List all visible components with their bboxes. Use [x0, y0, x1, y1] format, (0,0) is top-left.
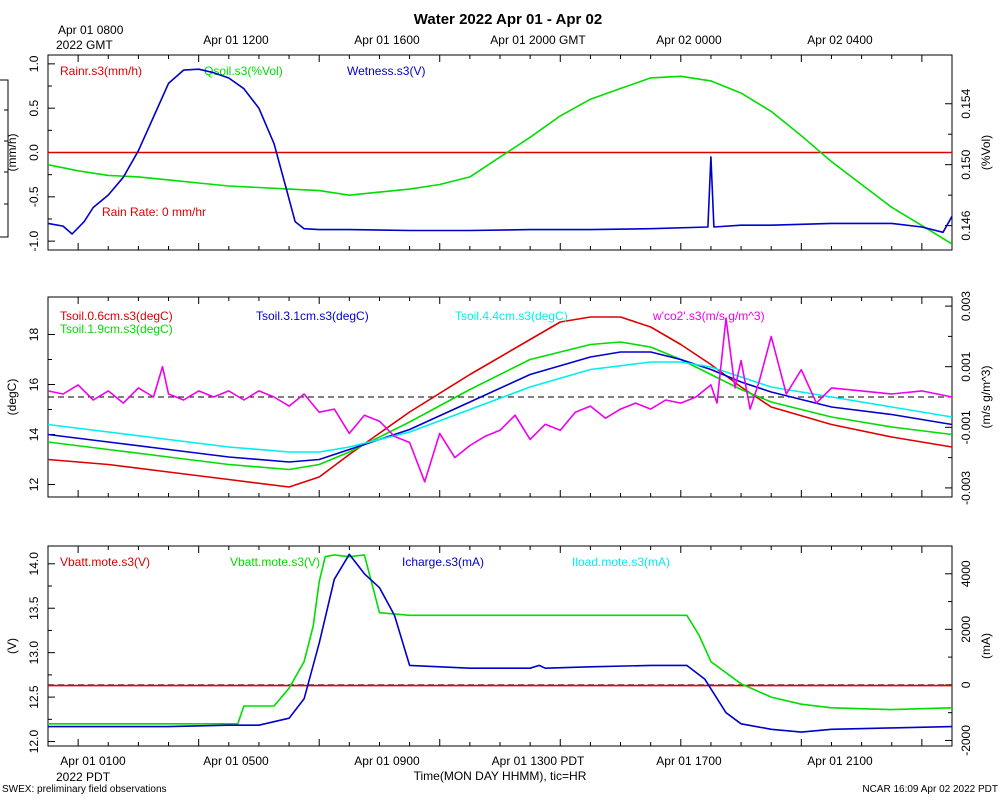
right-tick-label: 0.150: [959, 149, 973, 179]
footer-right: NCAR 16:09 Apr 02 2022 PDT: [862, 784, 998, 795]
bottom-axis-label: Apr 01 1700: [656, 754, 722, 768]
left-tick-label: 18: [27, 328, 41, 342]
top-axis-start-year: 2022 GMT: [56, 38, 113, 52]
plot-frame: [47, 545, 953, 747]
rain-rate-annotation: Rain Rate: 0 mm/hr: [102, 205, 206, 219]
bottom-axis-label: Apr 01 2100: [807, 754, 873, 768]
left-tick-label: 12: [27, 478, 41, 492]
legend-red: Tsoil.0.6cm.s3(degC): [60, 309, 173, 323]
right-axis-label: (%Vol): [979, 135, 993, 170]
top-axis-label: Apr 01 1200: [203, 33, 269, 47]
bottom-axis-label: Apr 01 0900: [354, 754, 420, 768]
bottom-axis-label: Apr 01 0100: [60, 754, 126, 768]
top-axis-start-label: Apr 01 0800: [58, 23, 124, 37]
legend-red: Vbatt.mote.s3(V): [60, 555, 150, 569]
left-tick-label: 13.5: [27, 596, 41, 620]
panel-middle: 12 14 16 18 (degC) -0.003 -0.001 0.001 0.003 (m/s…: [5, 291, 993, 505]
right-axis-label: (mA): [979, 633, 993, 659]
right-axis-label: (m/s g/m^3): [979, 366, 993, 429]
legend-red: Rainr.s3(mm/h): [60, 64, 142, 78]
series-line-green: [47, 75, 953, 245]
legend-magenta: w'co2'.s3(m/s g/m^3): [652, 309, 765, 323]
top-axis-label: Apr 01 2000 GMT: [490, 33, 586, 47]
top-axis-label: Apr 02 0400: [807, 33, 873, 47]
series-line-green: [47, 341, 953, 471]
panel-top: -1.0 -0.5 0.0 0.5 1.0 (mm/h) 0.146 0.150 0.154 (%…: [0, 54, 993, 251]
left-axis-label: (degC): [5, 379, 19, 416]
left-tick-label: 12.0: [27, 730, 41, 754]
legend-cyan: Tsoil.4.4cm.s3(degC): [455, 309, 568, 323]
legend-green: Vbatt.mote.s3(V): [230, 555, 320, 569]
right-tick-label: 0: [959, 681, 973, 688]
top-axis-label: Apr 02 0000: [656, 33, 722, 47]
series-line-magenta: [47, 317, 953, 483]
top-axis-label: Apr 01 1600: [354, 33, 420, 47]
chart-title: Water 2022 Apr 01 - Apr 02: [414, 11, 602, 28]
right-tick-label: -0.003: [959, 471, 973, 505]
series-line-blue: [47, 351, 953, 463]
left-tick-label: 14.0: [27, 552, 41, 576]
left-tick-label: 16: [27, 378, 41, 392]
series-line-blue: [47, 68, 953, 235]
legend-green: Qsoil.s3(%Vol): [204, 64, 283, 78]
footer-left: SWEX: preliminary field observations: [2, 784, 167, 795]
left-tick-label: 12.5: [27, 685, 41, 709]
left-axis-label: (mm/h): [5, 134, 19, 172]
series-line-cyan: [47, 361, 953, 453]
legend-blue: Wetness.s3(V): [347, 64, 425, 78]
series-line-green: [48, 554, 953, 725]
panel-bottom: 12.0 12.5 13.0 13.5 14.0 (V) -2000 0 2000 4000 (mA…: [5, 545, 993, 756]
bottom-axis-label: Apr 01 1300 PDT: [492, 754, 585, 768]
legend-green: Tsoil.1.9cm.s3(degC): [60, 322, 173, 336]
right-tick-label: 0.003: [959, 291, 973, 321]
left-tick-label: 0.5: [27, 100, 41, 117]
legend-cyan: Iload.mote.s3(mA): [572, 555, 670, 569]
right-tick-label: 4000: [959, 560, 973, 587]
bottom-axis-label: Apr 01 0500: [203, 754, 269, 768]
left-tick-label: 1.0: [27, 55, 41, 72]
right-tick-label: -0.001: [959, 410, 973, 444]
left-tick-label: -1.0: [27, 230, 41, 251]
left-tick-label: 0.0: [27, 144, 41, 161]
legend-blue: Tsoil.3.1cm.s3(degC): [256, 309, 369, 323]
right-tick-label: 2000: [959, 616, 973, 643]
legend-blue: Icharge.s3(mA): [402, 555, 484, 569]
bottom-axis-year-label: 2022 PDT: [56, 770, 111, 784]
series-line-blue: [48, 553, 953, 733]
right-tick-label: 0.154: [959, 88, 973, 118]
left-tick-label: 13.0: [27, 641, 41, 665]
right-tick-label: -2000: [959, 725, 973, 756]
bottom-axis-title: Time(MON DAY HHMM), tic=HR: [414, 769, 587, 783]
left-axis-label: (V): [5, 638, 19, 654]
left-tick-label: 14: [27, 428, 41, 442]
series-line-red: [47, 316, 953, 488]
left-tick-label: -0.5: [27, 186, 41, 207]
right-tick-label: 0.001: [959, 351, 973, 381]
right-tick-label: 0.146: [959, 210, 973, 240]
